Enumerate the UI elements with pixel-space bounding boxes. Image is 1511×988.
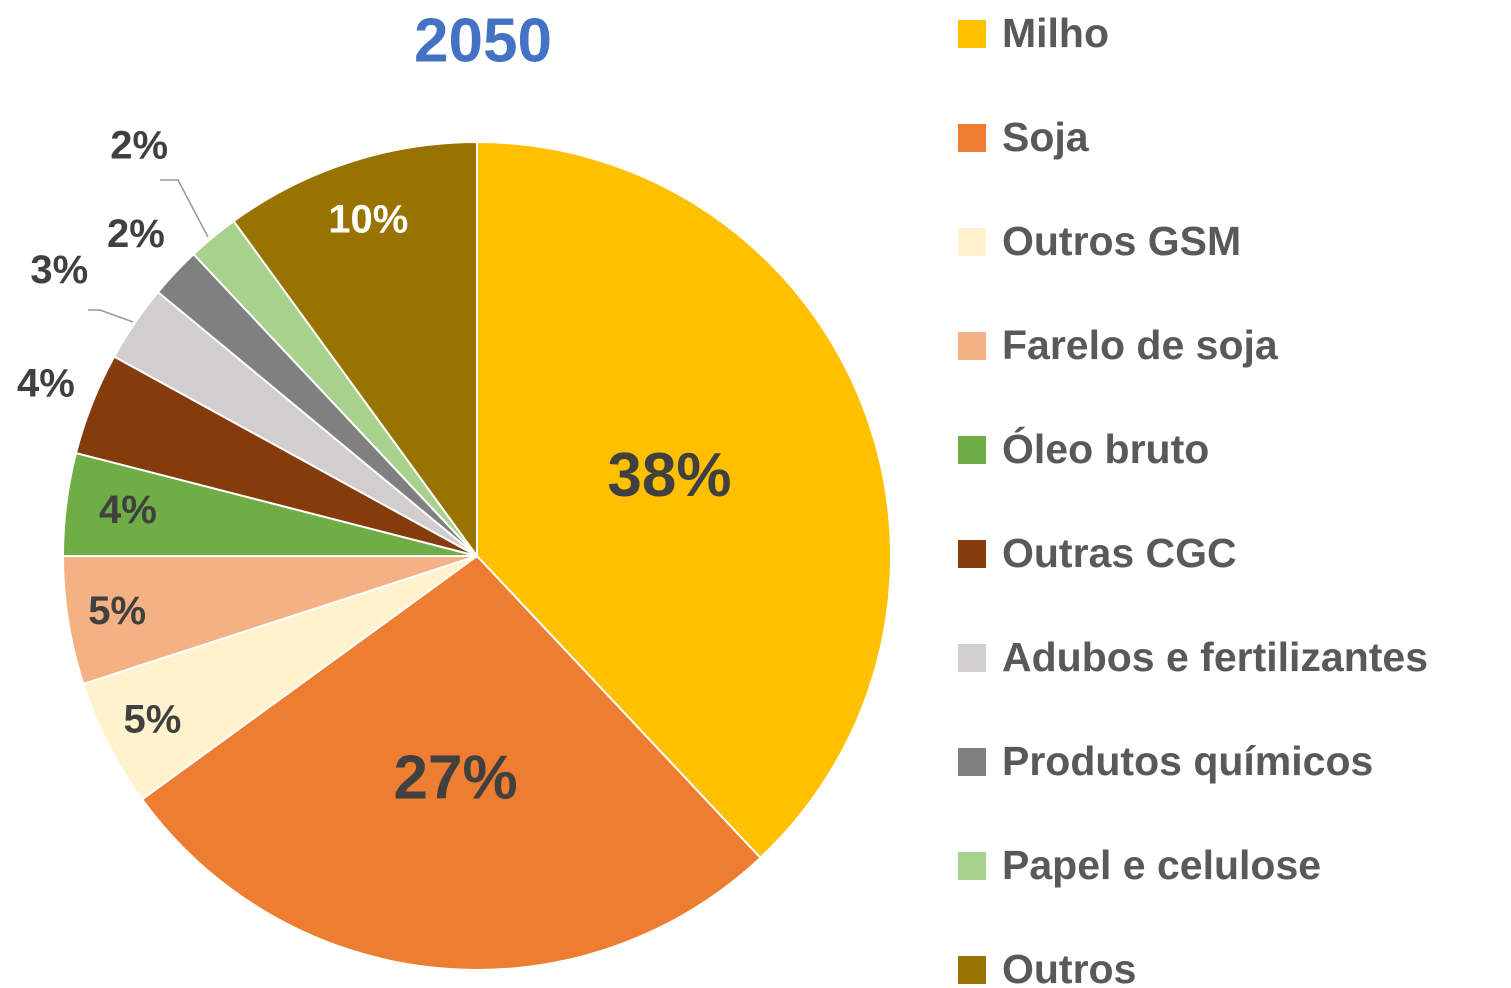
data-label-value: 38 (607, 441, 676, 510)
percent-sign: % (373, 197, 409, 241)
legend-label: Papel e celulose (1002, 842, 1321, 888)
data-label: 5% (88, 589, 146, 633)
data-label: 5% (123, 697, 181, 741)
legend-label: Outros GSM (1002, 218, 1241, 264)
pie-slice (476, 140, 892, 860)
legend-label: Produtos químicos (1002, 738, 1373, 784)
data-label-value: 4 (17, 361, 40, 405)
chart-title: 2050 (414, 6, 552, 75)
leader-line (88, 309, 134, 323)
legend-swatch (958, 956, 986, 984)
percent-sign: % (133, 123, 169, 167)
percent-sign: % (462, 744, 517, 813)
data-label: 38% (607, 441, 731, 510)
legend-swatch (958, 748, 986, 776)
legend-swatch (958, 540, 986, 568)
data-label-value: 4 (99, 487, 122, 531)
legend-label: Outras CGC (1002, 530, 1237, 576)
data-label-value: 10 (328, 197, 373, 241)
legend-swatch (958, 20, 986, 48)
pie-slice (140, 554, 762, 971)
data-label: 27% (394, 744, 518, 813)
data-label-value: 27 (394, 744, 463, 813)
percent-sign: % (111, 589, 147, 633)
legend-swatch (958, 644, 986, 672)
data-label-value: 3 (30, 248, 52, 292)
data-label: 3% (30, 248, 88, 292)
legend-label: Soja (1002, 114, 1090, 160)
data-label-value: 5 (123, 697, 145, 741)
leader-line (160, 179, 209, 238)
legend-label: Outros (1002, 946, 1136, 988)
legend-label: Óleo bruto (1002, 426, 1209, 472)
legend-swatch (958, 124, 986, 152)
legend-swatch (958, 228, 986, 256)
percent-sign: % (53, 248, 89, 292)
legend-label: Farelo de soja (1002, 322, 1279, 368)
percent-sign: % (121, 487, 157, 531)
percent-sign: % (129, 211, 165, 255)
data-label-value: 2 (110, 123, 132, 167)
legend-swatch (958, 436, 986, 464)
data-label: 2% (107, 211, 165, 255)
pie-slice (232, 140, 478, 560)
data-label-value: 5 (88, 589, 110, 633)
data-label: 10% (328, 197, 408, 241)
legend-label: Adubos e fertilizantes (1002, 634, 1428, 680)
legend-swatch (958, 852, 986, 880)
percent-sign: % (676, 441, 731, 510)
percent-sign: % (146, 697, 182, 741)
legend-swatch (958, 332, 986, 360)
legend-label: Milho (1002, 10, 1109, 56)
data-label: 2% (110, 123, 168, 167)
data-label: 4% (99, 487, 157, 531)
data-label: 4% (17, 361, 75, 405)
data-label-value: 2 (107, 211, 129, 255)
percent-sign: % (39, 361, 75, 405)
